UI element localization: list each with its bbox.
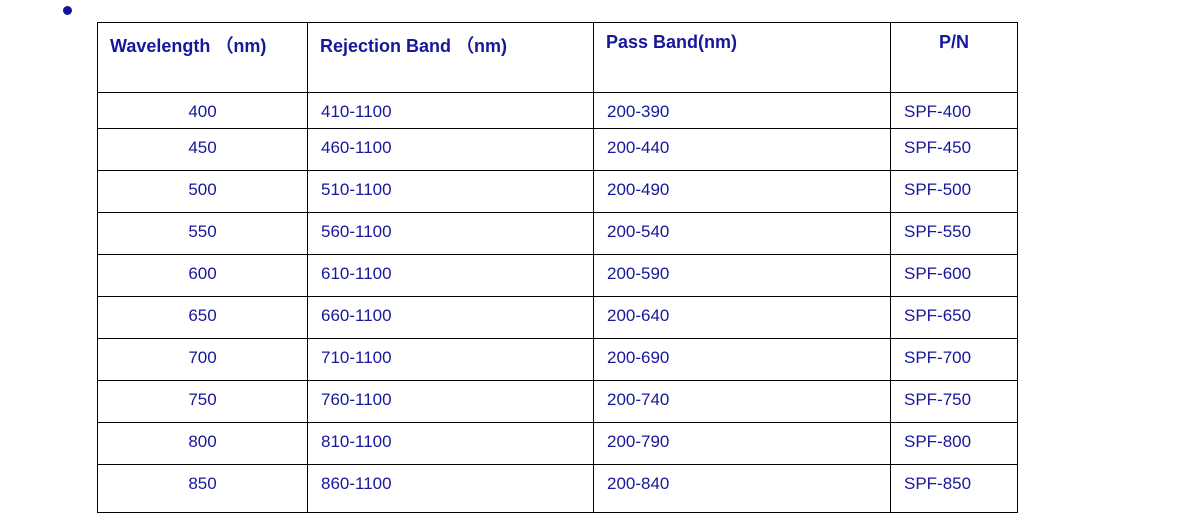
pn-cell: SPF-750 [890,380,1018,423]
column-header-pn: P/N [890,22,1018,93]
wavelength-cell: 600 [97,254,308,297]
table-row: 850 860-1100 200-840 SPF-850 [97,464,1018,513]
pass-band-cell: 200-690 [593,338,891,381]
pass-band-cell: 200-540 [593,212,891,255]
wavelength-cell: 850 [97,464,308,513]
table-row: 800 810-1100 200-790 SPF-800 [97,422,1018,465]
table-header-row: Wavelength （nm) Rejection Band （nm) Pass… [97,22,1018,93]
table-row: 750 760-1100 200-740 SPF-750 [97,380,1018,423]
table-row: 400 410-1100 200-390 SPF-400 [97,92,1018,129]
pass-band-cell: 200-590 [593,254,891,297]
wavelength-cell: 400 [97,92,308,129]
pn-cell: SPF-650 [890,296,1018,339]
pn-cell: SPF-400 [890,92,1018,129]
column-header-wavelength: Wavelength （nm) [97,22,308,93]
rejection-band-cell: 660-1100 [307,296,594,339]
rejection-band-cell: 610-1100 [307,254,594,297]
wavelength-cell: 500 [97,170,308,213]
rejection-band-cell: 710-1100 [307,338,594,381]
table-row: 450 460-1100 200-440 SPF-450 [97,128,1018,171]
table-row: 600 610-1100 200-590 SPF-600 [97,254,1018,297]
filter-spec-table: Wavelength （nm) Rejection Band （nm) Pass… [97,22,1018,513]
wavelength-cell: 550 [97,212,308,255]
rejection-band-cell: 560-1100 [307,212,594,255]
pn-cell: SPF-850 [890,464,1018,513]
wavelength-cell: 800 [97,422,308,465]
pn-cell: SPF-700 [890,338,1018,381]
column-header-pass-band: Pass Band(nm) [593,22,891,93]
wavelength-cell: 650 [97,296,308,339]
rejection-band-cell: 810-1100 [307,422,594,465]
wavelength-cell: 450 [97,128,308,171]
table-row: 700 710-1100 200-690 SPF-700 [97,338,1018,381]
table-row: 500 510-1100 200-490 SPF-500 [97,170,1018,213]
pass-band-cell: 200-490 [593,170,891,213]
wavelength-cell: 750 [97,380,308,423]
pass-band-cell: 200-790 [593,422,891,465]
table-row: 550 560-1100 200-540 SPF-550 [97,212,1018,255]
rejection-band-cell: 860-1100 [307,464,594,513]
rejection-band-cell: 760-1100 [307,380,594,423]
rejection-band-cell: 460-1100 [307,128,594,171]
table-row: 650 660-1100 200-640 SPF-650 [97,296,1018,339]
column-header-rejection-band: Rejection Band （nm) [307,22,594,93]
pass-band-cell: 200-390 [593,92,891,129]
list-bullet-icon [63,6,72,15]
rejection-band-cell: 410-1100 [307,92,594,129]
pass-band-cell: 200-440 [593,128,891,171]
pass-band-cell: 200-640 [593,296,891,339]
pn-cell: SPF-450 [890,128,1018,171]
pn-cell: SPF-600 [890,254,1018,297]
pn-cell: SPF-800 [890,422,1018,465]
pass-band-cell: 200-840 [593,464,891,513]
pn-cell: SPF-500 [890,170,1018,213]
pass-band-cell: 200-740 [593,380,891,423]
wavelength-cell: 700 [97,338,308,381]
rejection-band-cell: 510-1100 [307,170,594,213]
pn-cell: SPF-550 [890,212,1018,255]
